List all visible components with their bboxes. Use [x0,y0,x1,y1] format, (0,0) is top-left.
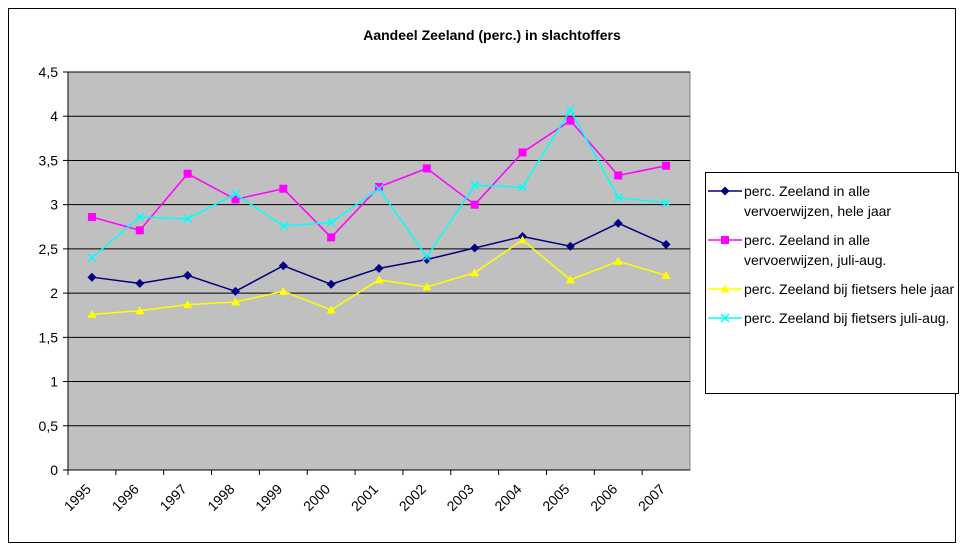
point [375,182,383,191]
point [87,272,97,282]
point [183,214,193,224]
point [518,182,528,192]
point [613,218,623,228]
point [87,213,96,222]
point [87,309,97,318]
point [565,241,575,251]
point [278,221,288,231]
point [374,275,384,284]
y-tick-label: 2,5 [39,241,59,257]
point [661,270,671,279]
point [422,164,431,173]
chart-title: Aandeel Zeeland (perc.) in slachtoffers [363,27,621,43]
point [470,268,480,277]
legend-label: perc. Zeeland bij fietsers juli-aug. [744,310,950,326]
point [470,180,480,190]
point [613,256,623,265]
point [470,243,480,253]
point [566,116,575,125]
point [661,239,671,249]
point [230,297,240,306]
point [613,193,623,203]
point [135,306,145,315]
point [278,286,288,295]
point [135,212,145,222]
legend-entry: perc. Zeeland in alle vervoerwijzen, jul… [706,230,958,270]
point [614,171,623,180]
legend-entry: perc. Zeeland in alle vervoerwijzen, hel… [706,181,958,221]
point [422,282,432,291]
point [135,278,145,288]
y-tick-label: 1,5 [39,329,59,345]
point [326,305,336,314]
legend-swatch [708,186,742,196]
point [279,184,288,193]
point [565,105,575,115]
legend-label: perc. Zeeland bij fietsers hele jaar [744,281,955,297]
legend-swatch [708,313,742,323]
point [720,284,730,293]
point [374,263,384,273]
point [721,236,729,244]
legend-entry: perc. Zeeland bij fietsers juli-aug. [706,308,958,328]
point [326,217,336,227]
point [720,313,730,323]
legend-label: perc. Zeeland in alle vervoerwijzen, hel… [744,183,892,219]
point [327,233,336,242]
point [183,300,193,309]
point [422,255,432,265]
y-tick-label: 0 [50,462,58,478]
y-tick-label: 4,5 [39,64,59,80]
point [565,275,575,284]
point [720,186,730,196]
legend-swatch [708,236,742,244]
point [662,161,671,170]
point [278,261,288,271]
legend-entry: perc. Zeeland bij fietsers hele jaar [706,279,958,299]
legend-label: perc. Zeeland in alle vervoerwijzen, jul… [744,232,887,268]
point [470,200,479,209]
point [518,148,527,157]
y-tick-label: 4 [50,108,58,124]
point [374,184,384,194]
point [518,235,528,244]
point [422,252,432,262]
point [230,286,240,296]
legend: perc. Zeeland in alle vervoerwijzen, hel… [705,172,959,394]
point [661,198,671,208]
y-tick-label: 0,5 [39,418,59,434]
y-tick-label: 1 [50,374,58,390]
point [231,195,240,204]
y-tick-label: 2 [50,285,58,301]
point [326,279,336,289]
point [183,270,193,280]
point [87,253,97,263]
y-tick-label: 3,5 [39,152,59,168]
legend-swatch [708,284,742,293]
y-tick-label: 3 [50,197,58,213]
point [183,169,192,178]
point [135,226,144,235]
point [230,189,240,199]
